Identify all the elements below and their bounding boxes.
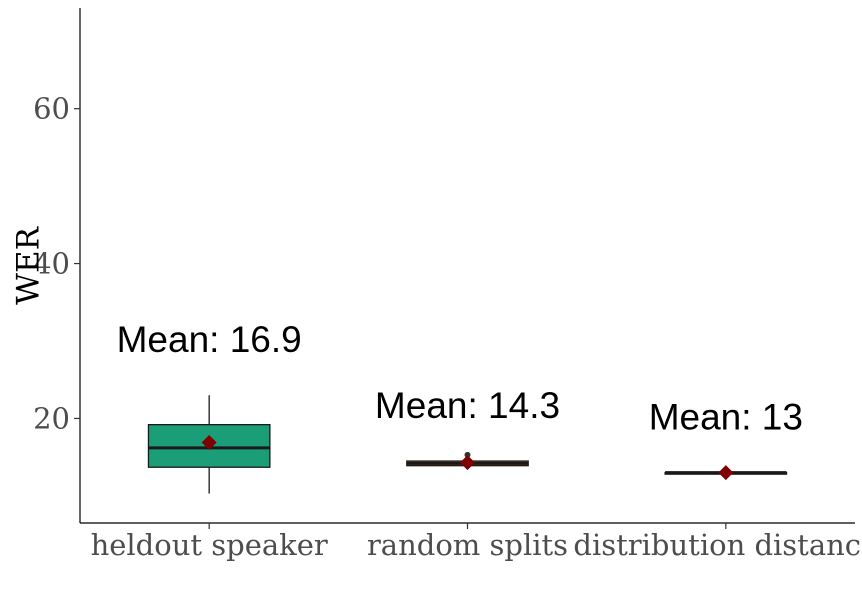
y-tick-label: 40: [33, 247, 70, 281]
mean-marker: [718, 465, 734, 481]
box-outlier: [464, 451, 471, 458]
mean-marker: [201, 434, 217, 450]
mean-marker: [460, 455, 475, 471]
x-tick-label: distribution distance: [573, 528, 862, 562]
mean-label: Mean: 14.3: [375, 385, 560, 426]
box-group: [664, 465, 788, 481]
x-tick-label: random splits: [367, 528, 568, 562]
y-tick-label: 60: [33, 92, 70, 126]
mean-label: Mean: 13: [649, 397, 803, 438]
x-tick-label: heldout speaker: [91, 528, 328, 562]
box-group: [406, 451, 529, 471]
mean-labels: Mean: 16.9 Mean: 14.3 Mean: 13: [117, 319, 803, 437]
x-ticks: heldout speaker random splits distribution…: [91, 523, 862, 562]
y-axis-title: WER: [11, 225, 47, 304]
boxes: [147, 395, 788, 494]
y-tick-label: 20: [33, 401, 70, 435]
box-group: [147, 395, 271, 494]
mean-label: Mean: 16.9: [117, 319, 302, 360]
y-ticks: 20 40 60: [33, 92, 80, 435]
